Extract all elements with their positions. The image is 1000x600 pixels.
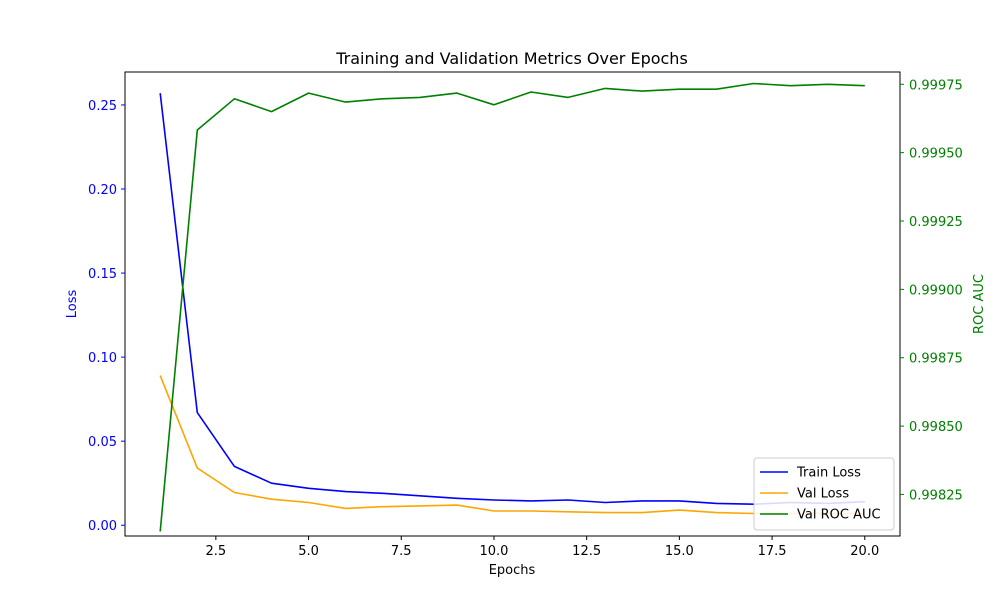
y-axis-left: 0.00 0.05 0.10 0.15 0.20 0.25: [88, 99, 125, 534]
y-left-tick-label: 0.10: [88, 351, 117, 366]
legend: Train Loss Val Loss Val ROC AUC: [753, 457, 895, 531]
x-tick-label: 12.5: [572, 544, 601, 559]
x-tick-label: 7.5: [391, 544, 412, 559]
y-left-tick-label: 0.15: [88, 267, 117, 282]
legend-label: Val Loss: [797, 487, 849, 502]
y-left-tick-label: 0.20: [88, 183, 117, 198]
legend-label: Train Loss: [796, 466, 861, 481]
series-line-val-loss: [159, 375, 865, 515]
plot-area: [159, 82, 865, 532]
x-tick-label: 10.0: [479, 544, 508, 559]
y-axis-right-label: ROC AUC: [972, 274, 987, 334]
y-right-tick-label: 0.99950: [909, 147, 963, 162]
x-axis-label: Epochs: [489, 563, 536, 578]
x-tick-label: 20.0: [850, 544, 879, 559]
y-axis-right: 0.99825 0.99850 0.99875 0.99900 0.99925 0.999…: [900, 78, 963, 503]
x-tick-label: 5.0: [298, 544, 319, 559]
x-tick-label: 15.0: [665, 544, 694, 559]
y-right-tick-label: 0.99900: [909, 283, 963, 298]
x-axis: 2.5 5.0 7.5 10.0 12.5 15.0 17.5 20.0: [206, 536, 879, 559]
y-axis-left-label: Loss: [65, 290, 80, 319]
legend-label: Val ROC AUC: [797, 508, 881, 523]
series-line-val-roc-auc: [159, 82, 865, 532]
y-left-tick-label: 0.25: [88, 99, 117, 114]
x-tick-label: 2.5: [206, 544, 227, 559]
y-right-tick-label: 0.99925: [909, 215, 963, 230]
x-tick-label: 17.5: [758, 544, 787, 559]
plot-frame: [124, 71, 901, 537]
y-right-tick-label: 0.99825: [909, 488, 963, 503]
y-left-tick-label: 0.00: [88, 519, 117, 534]
chart-title: Training and Validation Metrics Over Epo…: [335, 49, 688, 68]
y-right-tick-label: 0.99875: [909, 352, 963, 367]
legend-box: [753, 457, 895, 531]
y-left-tick-label: 0.05: [88, 435, 117, 450]
y-right-tick-label: 0.99975: [909, 78, 963, 93]
y-right-tick-label: 0.99850: [909, 420, 963, 435]
series-line-train-loss: [159, 93, 865, 506]
